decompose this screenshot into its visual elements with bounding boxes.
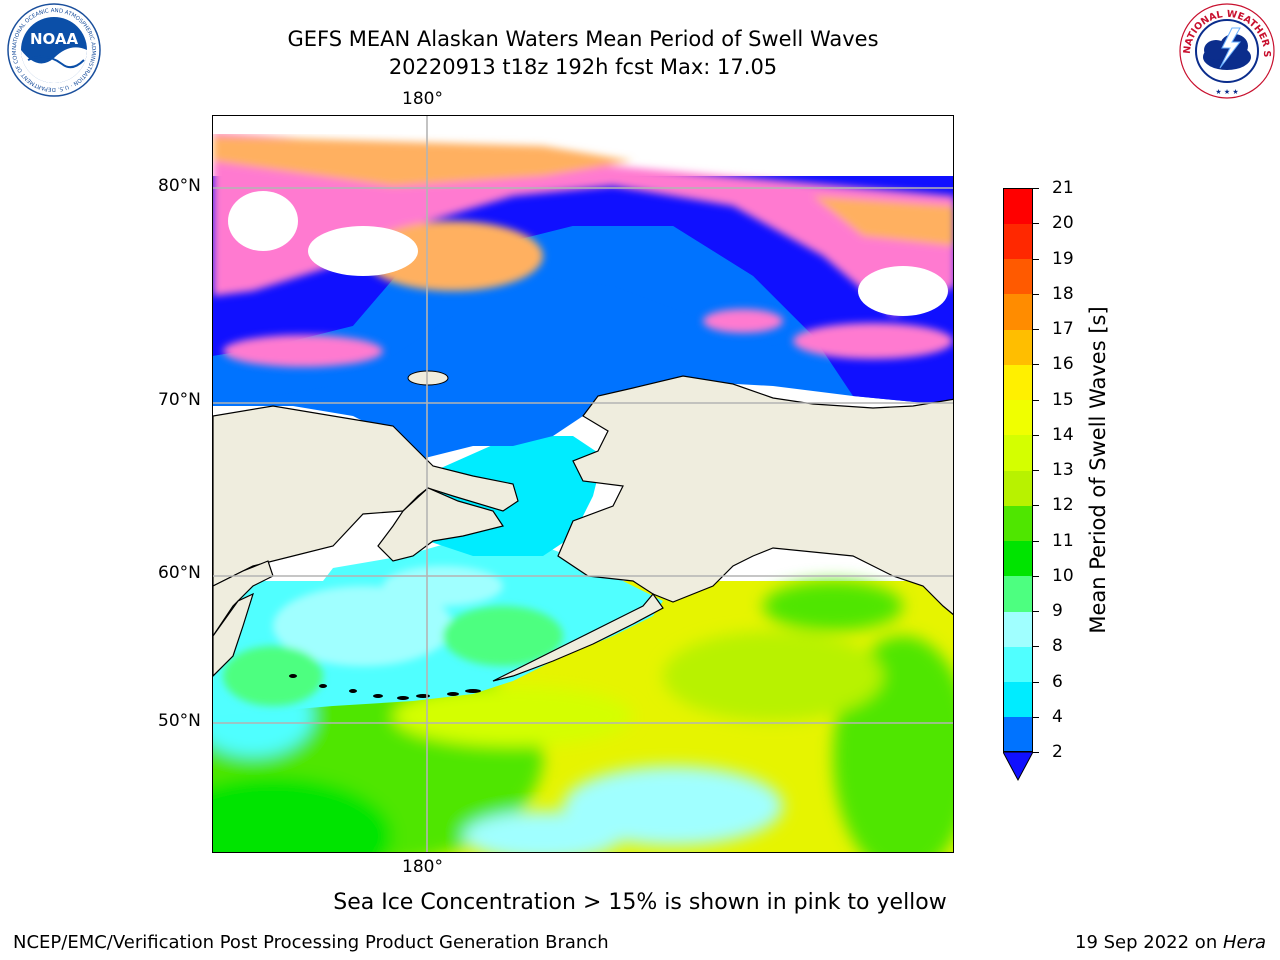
colorbar-tick <box>1033 505 1039 507</box>
colorbar-tick-label: 11 <box>1052 530 1074 551</box>
lat-label-60: 60°N <box>158 563 201 583</box>
colorbar-tick-label: 20 <box>1052 213 1074 234</box>
colorbar-tick <box>1033 752 1039 753</box>
lat-label-50: 50°N <box>158 711 201 731</box>
colorbar-tick-label: 15 <box>1052 389 1074 410</box>
colorbar-segment <box>1003 399 1033 436</box>
colorbar-tick-label: 12 <box>1052 495 1074 516</box>
colorbar-tick <box>1033 223 1039 225</box>
colorbar-label: Mean Period of Swell Waves [s] <box>1086 306 1110 634</box>
colorbar-tick-label: 10 <box>1052 565 1074 586</box>
lat-label-80: 80°N <box>158 176 201 196</box>
colorbar-segment <box>1003 188 1033 224</box>
chart-title: GEFS MEAN Alaskan Waters Mean Period of … <box>287 27 879 51</box>
sea-ice-note: Sea Ice Concentration > 15% is shown in … <box>333 890 947 915</box>
colorbar-tick <box>1033 575 1039 577</box>
svg-text:★ ★ ★: ★ ★ ★ <box>1215 88 1238 96</box>
colorbar-tick <box>1033 681 1039 683</box>
colorbar-tick <box>1033 470 1039 471</box>
colorbar-segment <box>1003 716 1033 753</box>
map-field <box>213 116 953 852</box>
colorbar-tick-label: 4 <box>1052 706 1063 727</box>
noaa-logo: NOAA NATIONAL OCEANIC AND ATMOSPHERIC AD… <box>4 0 102 98</box>
colorbar-extend-triangle <box>1003 752 1033 782</box>
colorbar-segment <box>1003 329 1033 365</box>
colorbar-tick-label: 17 <box>1052 319 1074 339</box>
colorbar-tick <box>1033 716 1039 718</box>
colorbar-tick <box>1033 646 1039 648</box>
colorbar-segment <box>1003 258 1033 295</box>
noaa-logo-text: NOAA <box>30 30 79 48</box>
colorbar-tick-label: 21 <box>1052 178 1074 198</box>
colorbar-tick <box>1033 364 1039 366</box>
colorbar-segment <box>1003 646 1033 682</box>
footer-branch: NCEP/EMC/Verification Post Processing Pr… <box>13 932 609 953</box>
map-panel <box>212 115 954 853</box>
graticule <box>213 116 953 852</box>
colorbar-segment <box>1003 540 1033 577</box>
lon-label-bottom: 180° <box>402 857 443 877</box>
colorbar-segment <box>1003 293 1033 330</box>
colorbar-tick-label: 8 <box>1052 636 1063 657</box>
colorbar-segment <box>1003 505 1033 541</box>
colorbar-segment <box>1003 575 1033 612</box>
colorbar-tick <box>1033 329 1039 330</box>
colorbar-tick <box>1033 399 1039 401</box>
colorbar-tick-label: 13 <box>1052 460 1074 480</box>
footer-date: 19 Sep 2022 on Hera <box>1075 932 1266 953</box>
colorbar-tick-label: 2 <box>1052 742 1063 762</box>
colorbar-tick-label: 19 <box>1052 248 1074 269</box>
footer-date-text: 19 Sep 2022 on <box>1075 932 1223 953</box>
colorbar-segment <box>1003 223 1033 259</box>
chart-subtitle: 20220913 t18z 192h fcst Max: 17.05 <box>388 55 778 79</box>
lon-label-top: 180° <box>402 89 443 109</box>
colorbar-segment <box>1003 364 1033 400</box>
colorbar-tick <box>1033 258 1039 260</box>
colorbar-tick <box>1033 293 1039 295</box>
colorbar-segment <box>1003 611 1033 647</box>
colorbar-tick <box>1033 540 1039 542</box>
colorbar-tick-label: 16 <box>1052 354 1074 375</box>
lat-label-70: 70°N <box>158 390 201 410</box>
colorbar-tick-label: 14 <box>1052 424 1074 445</box>
colorbar-outline <box>1003 188 1033 752</box>
colorbar-tick-label: 6 <box>1052 671 1063 692</box>
colorbar-segment <box>1003 681 1033 718</box>
colorbar-tick-label: 18 <box>1052 283 1074 304</box>
nws-logo: NATIONAL WEATHER SERVICE ★ ★ ★ <box>1174 0 1276 100</box>
colorbar-tick-label: 9 <box>1052 601 1063 621</box>
colorbar-tick <box>1033 434 1039 436</box>
colorbar-segment <box>1003 434 1033 471</box>
footer-host: Hera <box>1222 932 1266 953</box>
aleutian-islands <box>289 674 481 700</box>
colorbar-segment <box>1003 470 1033 506</box>
colorbar-tick <box>1033 611 1039 612</box>
colorbar-tick <box>1033 188 1039 189</box>
